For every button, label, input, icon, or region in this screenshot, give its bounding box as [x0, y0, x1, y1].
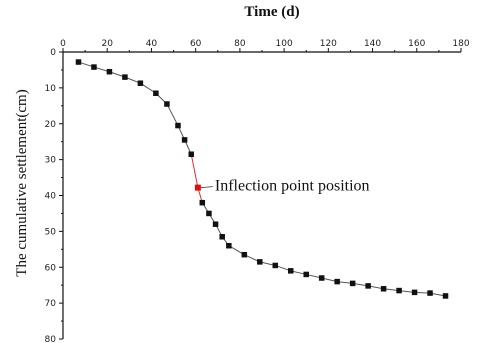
data-point [318, 275, 325, 281]
data-point [188, 151, 194, 157]
data-point [272, 262, 279, 269]
y-axis-title: The cumulative settlement(cm) [14, 89, 30, 276]
data-point [122, 74, 128, 80]
data-point [442, 293, 449, 299]
data-point [257, 259, 263, 265]
data-point [153, 90, 159, 97]
annotation-leader [200, 186, 213, 189]
data-point [199, 199, 206, 206]
data-point [396, 287, 402, 294]
x-tick-label: 80 [234, 39, 246, 49]
x-tick-label: 140 [364, 39, 381, 49]
data-point [380, 286, 387, 292]
y-tick-label: 40 [45, 192, 57, 202]
x-tick-label: 160 [408, 39, 425, 49]
plot-area [75, 59, 449, 299]
y-tick-label: 80 [45, 335, 57, 343]
y-tick-label: 10 [45, 84, 57, 94]
data-point [164, 101, 170, 107]
x-tick-label: 20 [101, 39, 113, 49]
inflection-annotation: Inflection point position [215, 178, 370, 195]
x-tick-label: 40 [146, 39, 158, 49]
data-point [241, 251, 248, 258]
x-tick-label: 120 [320, 39, 337, 49]
data-point [226, 242, 232, 249]
x-axis-title: Time (d) [244, 4, 299, 20]
data-point [206, 210, 212, 217]
data-point [106, 68, 113, 75]
y-tick-label: 60 [45, 263, 57, 273]
series-line-segment [190, 154, 199, 188]
y-tick-label: 0 [50, 48, 56, 58]
data-point [137, 80, 144, 86]
data-point [287, 268, 294, 274]
x-tick-label: 100 [276, 39, 293, 49]
y-tick-label: 50 [45, 227, 57, 237]
data-point [212, 221, 219, 227]
data-point [75, 59, 82, 65]
y-tick-label: 20 [45, 120, 57, 130]
data-point [219, 234, 225, 240]
x-tick-label: 0 [60, 39, 66, 49]
x-tick-label: 60 [190, 39, 202, 49]
data-point [334, 278, 340, 285]
data-point [365, 283, 371, 289]
data-point [175, 122, 181, 129]
data-point [91, 64, 97, 70]
data-point [181, 137, 188, 143]
axes: 0 20 40 60 80 100 120 140 160 180 0 10 20 30 40 50 60 70 8… [45, 39, 470, 343]
data-point [349, 280, 356, 287]
data-point [303, 271, 309, 278]
inflection-point-marker [194, 184, 201, 191]
data-point [411, 289, 418, 296]
data-point [427, 290, 433, 296]
y-tick-label: 30 [45, 156, 57, 166]
x-tick-label: 180 [452, 39, 469, 49]
series-line-segment [166, 103, 179, 126]
y-tick-label: 70 [45, 299, 57, 309]
